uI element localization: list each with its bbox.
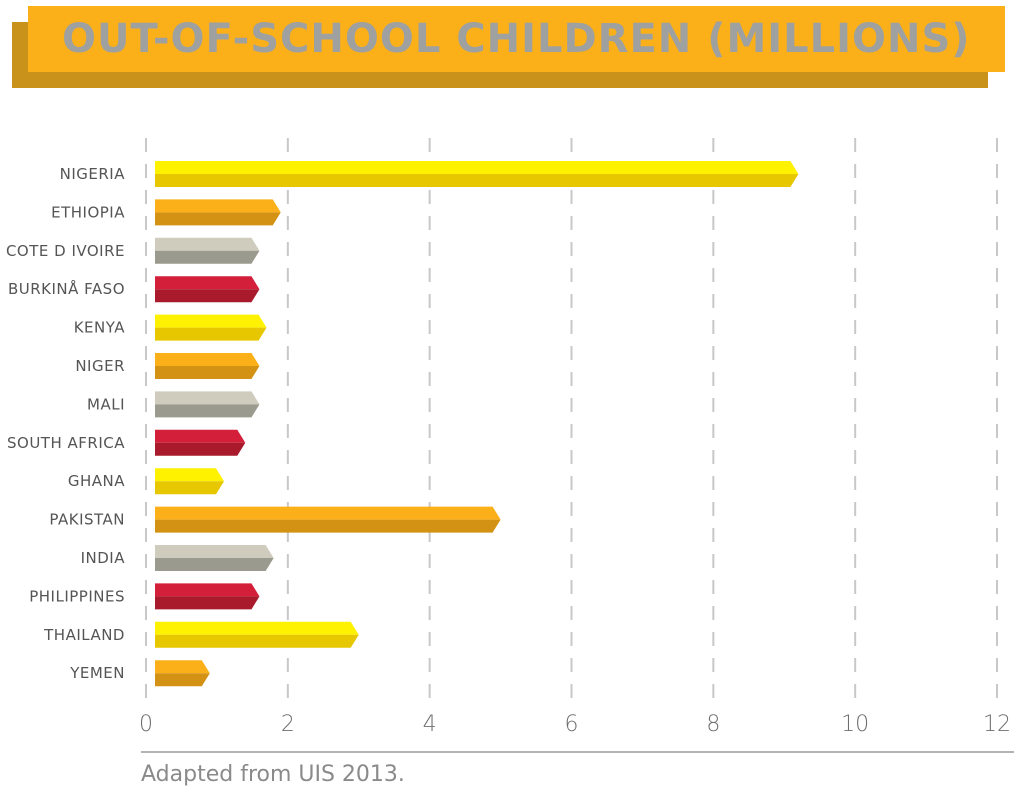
x-tick-label: 2 — [281, 712, 295, 737]
bar — [155, 660, 210, 687]
bar — [155, 506, 501, 533]
category-label: PAKISTAN — [49, 511, 125, 529]
bar-bottom-face — [155, 558, 274, 571]
x-tick-label: 10 — [841, 712, 869, 737]
category-label: ETHIOPIA — [51, 203, 125, 221]
bar-bottom-face — [155, 404, 260, 418]
bar-bottom-face — [155, 673, 210, 687]
category-label: YEMEN — [69, 664, 125, 682]
x-tick-label: 12 — [983, 712, 1011, 737]
bar — [155, 199, 281, 226]
bar-bottom-face — [155, 327, 267, 341]
bar-top-face — [155, 237, 260, 251]
bar — [155, 314, 267, 341]
grid-lines — [145, 138, 998, 700]
bar — [155, 545, 274, 571]
bar-top-face — [155, 621, 359, 635]
category-label: PHILIPPINES — [29, 587, 125, 605]
x-tick-label: 8 — [706, 712, 720, 737]
bar-top-face — [155, 314, 267, 328]
bar — [155, 237, 260, 264]
bar-top-face — [155, 545, 274, 558]
source-note: Adapted from UIS 2013. — [141, 762, 405, 787]
category-label: MALI — [87, 395, 125, 413]
bar — [155, 391, 260, 418]
x-tick-label: 0 — [139, 712, 153, 737]
category-label: GHANA — [68, 472, 125, 490]
bar — [155, 583, 260, 610]
chart-title: OUT-OF-SCHOOL CHILDREN (MILLIONS) — [62, 16, 971, 62]
bar-top-face — [155, 468, 225, 482]
bar-top-face — [155, 429, 246, 443]
bar-bottom-face — [155, 212, 281, 226]
bar-top-face — [155, 353, 260, 366]
bar-top-face — [155, 506, 501, 520]
bar — [155, 161, 799, 187]
category-label: THAILAND — [43, 626, 125, 644]
category-label: COTE D IVOIRE — [6, 242, 125, 260]
bar — [155, 621, 359, 648]
bar-bottom-face — [155, 174, 799, 187]
bar — [155, 353, 260, 379]
bar-bottom-face — [155, 366, 260, 379]
category-label: INDIA — [81, 549, 126, 567]
title-banner: OUT-OF-SCHOOL CHILDREN (MILLIONS) — [28, 6, 1005, 72]
bar-bottom-face — [155, 289, 260, 303]
bar-bottom-face — [155, 634, 359, 648]
bar-bottom-face — [155, 250, 260, 264]
bar-top-face — [155, 391, 260, 405]
bars — [155, 161, 799, 687]
bar-bottom-face — [155, 442, 246, 456]
category-label: SOUTH AFRICA — [7, 434, 125, 452]
bar — [155, 429, 246, 456]
bar-top-face — [155, 199, 281, 213]
bar-top-face — [155, 276, 260, 290]
category-label: BURKINÅ FASO — [8, 279, 125, 298]
category-labels: NIGERIA ETHIOPIA COTE D IVOIRE BURKINÅ FASO… — [6, 165, 125, 682]
bar-bottom-face — [155, 519, 501, 533]
bar — [155, 276, 260, 303]
category-label: NIGERIA — [60, 165, 126, 183]
x-tick-label: 6 — [565, 712, 579, 737]
bar-top-face — [155, 583, 260, 597]
bar-bottom-face — [155, 596, 260, 610]
category-label: NIGER — [75, 357, 125, 375]
x-tick-label: 4 — [423, 712, 437, 737]
bar-top-face — [155, 161, 799, 174]
x-axis: 0 2 4 6 8 10 12 — [139, 712, 1014, 753]
bar — [155, 468, 225, 495]
category-label: KENYA — [74, 319, 126, 337]
bar-top-face — [155, 660, 210, 674]
bar-bottom-face — [155, 481, 225, 495]
